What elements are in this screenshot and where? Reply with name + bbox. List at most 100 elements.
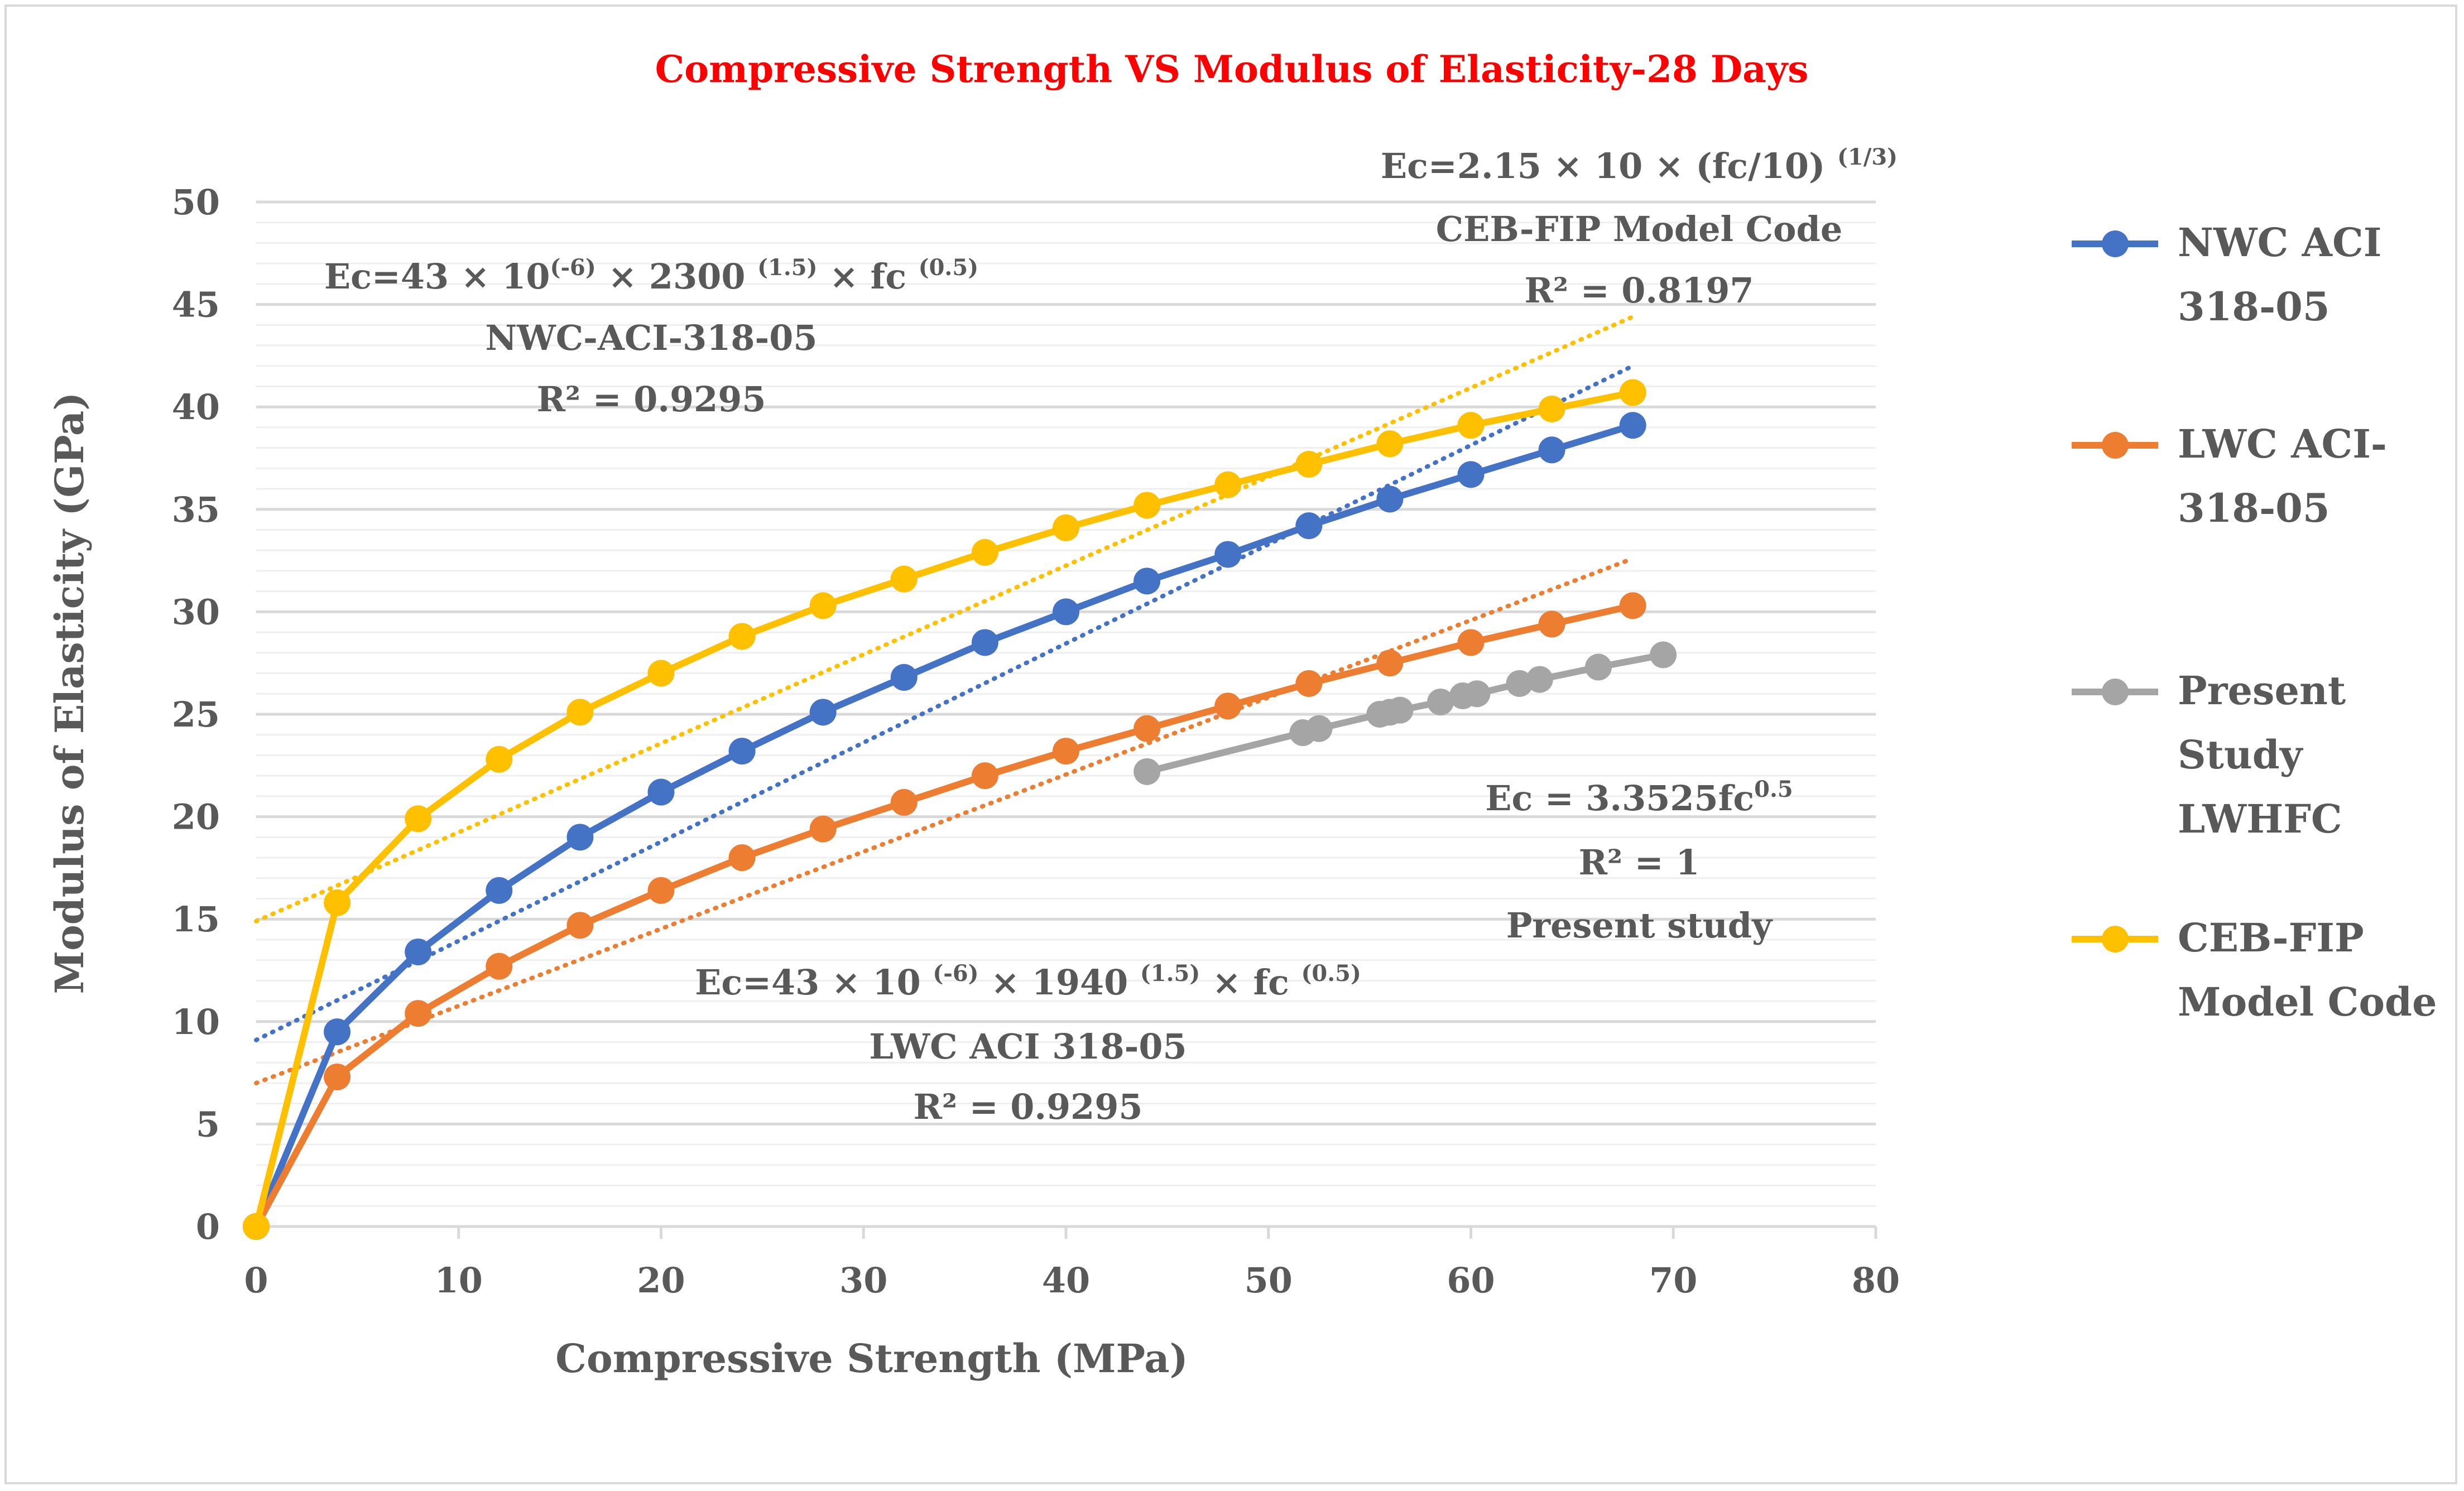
- annotation-nwc-r2: R² = 0.9295: [536, 379, 766, 420]
- data-point-ceb-fip-model-code: [728, 623, 756, 650]
- y-tick-label: 30: [172, 591, 220, 632]
- annotation-present-r2: R² = 1: [1579, 842, 1700, 883]
- data-point-lwc-aci-318-05: [647, 877, 675, 904]
- y-tick-label: 10: [172, 1002, 220, 1042]
- annotation-nwc-name: NWC-ACI-318-05: [486, 318, 818, 358]
- data-point-nwc-aci-318-05: [1538, 436, 1565, 464]
- legend-marker: [2102, 926, 2129, 953]
- data-point-ceb-fip-model-code: [1619, 379, 1646, 406]
- data-point-nwc-aci-318-05: [486, 877, 513, 904]
- legend-label: NWC ACI: [2178, 219, 2381, 266]
- y-tick-label: 45: [172, 285, 220, 325]
- legend-label: Present: [2178, 667, 2346, 714]
- y-tick-label: 15: [172, 899, 220, 940]
- y-tick-label: 25: [172, 694, 220, 735]
- y-tick-label: 5: [196, 1104, 220, 1144]
- legend-label: LWC ACI-: [2178, 421, 2387, 467]
- annotation-ceb-r2: R² = 0.8197: [1524, 270, 1754, 311]
- annotation-lwc-name: LWC ACI 318-05: [869, 1026, 1187, 1067]
- chart-canvas: Compressive Strength VS Modulus of Elast…: [46, 47, 2437, 1382]
- y-tick-label: 40: [172, 387, 220, 427]
- data-point-nwc-aci-318-05: [647, 778, 675, 806]
- data-point-ceb-fip-model-code: [971, 538, 998, 566]
- data-point-ceb-fip-model-code: [890, 565, 918, 593]
- data-point-nwc-aci-318-05: [1457, 461, 1485, 488]
- y-axis-label: Modulus of Elasticity (GPa): [46, 392, 93, 994]
- trendline-lwc-aci-318-05: [254, 556, 1635, 1085]
- annotation-ceb-name: CEB-FIP Model Code: [1436, 209, 1843, 249]
- data-point-present-study-lwhfc: [1133, 758, 1161, 785]
- axes: 0 10 20 30 40 50 60 70 80 0 5 10 15 20 25 30 35 40 45 50: [172, 182, 1900, 1301]
- data-point-present-study-lwhfc: [1427, 688, 1454, 715]
- series-line-lwc-aci-318-05: [253, 602, 1636, 1230]
- data-point-present-study-lwhfc: [1526, 666, 1553, 693]
- annotation-present: Ec = 3.3525fc0.5 R² = 1 Present study: [1485, 776, 1793, 946]
- data-point-nwc-aci-318-05: [1133, 567, 1161, 595]
- x-tick-label: 80: [1852, 1260, 1900, 1301]
- data-point-lwc-aci-318-05: [890, 788, 918, 816]
- data-point-ceb-fip-model-code: [1214, 471, 1242, 498]
- trendline-ceb-fip-model-code: [254, 314, 1635, 924]
- chart-title: Compressive Strength VS Modulus of Elast…: [655, 47, 1809, 91]
- data-point-nwc-aci-318-05: [1214, 541, 1242, 568]
- data-point-ceb-fip-model-code: [1538, 395, 1565, 422]
- data-point-lwc-aci-318-05: [1053, 738, 1079, 765]
- data-point-ceb-fip-model-code: [1133, 492, 1161, 519]
- annotation-present-name: Present study: [1506, 905, 1773, 946]
- data-point-lwc-aci-318-05: [1214, 692, 1242, 720]
- data-point-ceb-fip-model-code: [324, 889, 351, 916]
- legend-item-present-study-lwhfc: Present Study LWHFC: [2072, 667, 2346, 842]
- legend-item-ceb-fip-model-code: CEB-FIP Model Code: [2072, 915, 2437, 1025]
- legend-marker: [2102, 230, 2129, 257]
- data-point-ceb-fip-model-code: [809, 592, 837, 619]
- legend-item-lwc-aci-318-05: LWC ACI- 318-05: [2072, 421, 2387, 531]
- x-tick-label: 20: [637, 1260, 685, 1301]
- x-tick-label: 50: [1245, 1260, 1293, 1301]
- legend: NWC ACI 318-05 LWC ACI- 318-05 Present Study L…: [2072, 219, 2437, 1025]
- y-tick-label: 35: [172, 489, 220, 530]
- x-tick-label: 30: [839, 1260, 887, 1301]
- data-point-lwc-aci-318-05: [1619, 592, 1646, 619]
- x-tick-label: 10: [435, 1260, 483, 1301]
- legend-label: 318-05: [2178, 485, 2330, 531]
- data-point-present-study-lwhfc: [1506, 670, 1533, 697]
- data-point-ceb-fip-model-code: [566, 699, 594, 726]
- annotation-lwc-equation: Ec=43 × 10 (-6) × 1940 (1.5) × fc (0.5): [695, 960, 1361, 1003]
- data-point-lwc-aci-318-05: [971, 762, 998, 790]
- data-point-lwc-aci-318-05: [486, 953, 513, 980]
- series-line-ceb-fip-model-code: [253, 389, 1636, 1230]
- x-tick-label: 70: [1649, 1260, 1697, 1301]
- data-point-ceb-fip-model-code: [1053, 514, 1079, 541]
- x-axis-label: Compressive Strength (MPa): [555, 1335, 1188, 1382]
- data-point-ceb-fip-model-code: [486, 746, 513, 773]
- legend-marker: [2102, 432, 2129, 459]
- chart-frame: Compressive Strength VS Modulus of Elast…: [4, 4, 2457, 1484]
- data-point-nwc-aci-318-05: [971, 629, 998, 656]
- x-tick-label: 40: [1042, 1260, 1090, 1301]
- data-point-nwc-aci-318-05: [1376, 485, 1404, 513]
- y-tick-label: 0: [196, 1206, 220, 1247]
- data-point-nwc-aci-318-05: [1053, 598, 1079, 626]
- trendlines: [254, 314, 1635, 1085]
- data-point-lwc-aci-318-05: [1538, 610, 1565, 638]
- legend-marker: [2102, 679, 2129, 705]
- data-point-ceb-fip-model-code: [1295, 451, 1323, 478]
- data-point-present-study-lwhfc: [1305, 715, 1333, 742]
- y-tick-label: 50: [172, 182, 220, 223]
- data-point-lwc-aci-318-05: [1133, 715, 1161, 742]
- legend-label: Study: [2178, 732, 2304, 778]
- data-point-ceb-fip-model-code: [1376, 430, 1404, 458]
- annotation-nwc-equation: Ec=43 × 10(-6) × 2300 (1.5) × fc (0.5): [324, 254, 978, 297]
- series-present-study-lwhfc: [1133, 641, 1677, 785]
- data-point-nwc-aci-318-05: [890, 663, 918, 691]
- data-point-lwc-aci-318-05: [728, 844, 756, 872]
- data-point-present-study-lwhfc: [1463, 680, 1491, 708]
- data-point-ceb-fip-model-code: [647, 660, 675, 687]
- data-point-lwc-aci-318-05: [1457, 629, 1485, 656]
- legend-label: LWHFC: [2178, 796, 2342, 842]
- data-point-nwc-aci-318-05: [1619, 412, 1646, 439]
- legend-label: 318-05: [2178, 283, 2330, 330]
- data-point-lwc-aci-318-05: [566, 912, 594, 939]
- data-point-nwc-aci-318-05: [566, 824, 594, 851]
- data-point-lwc-aci-318-05: [1376, 650, 1404, 677]
